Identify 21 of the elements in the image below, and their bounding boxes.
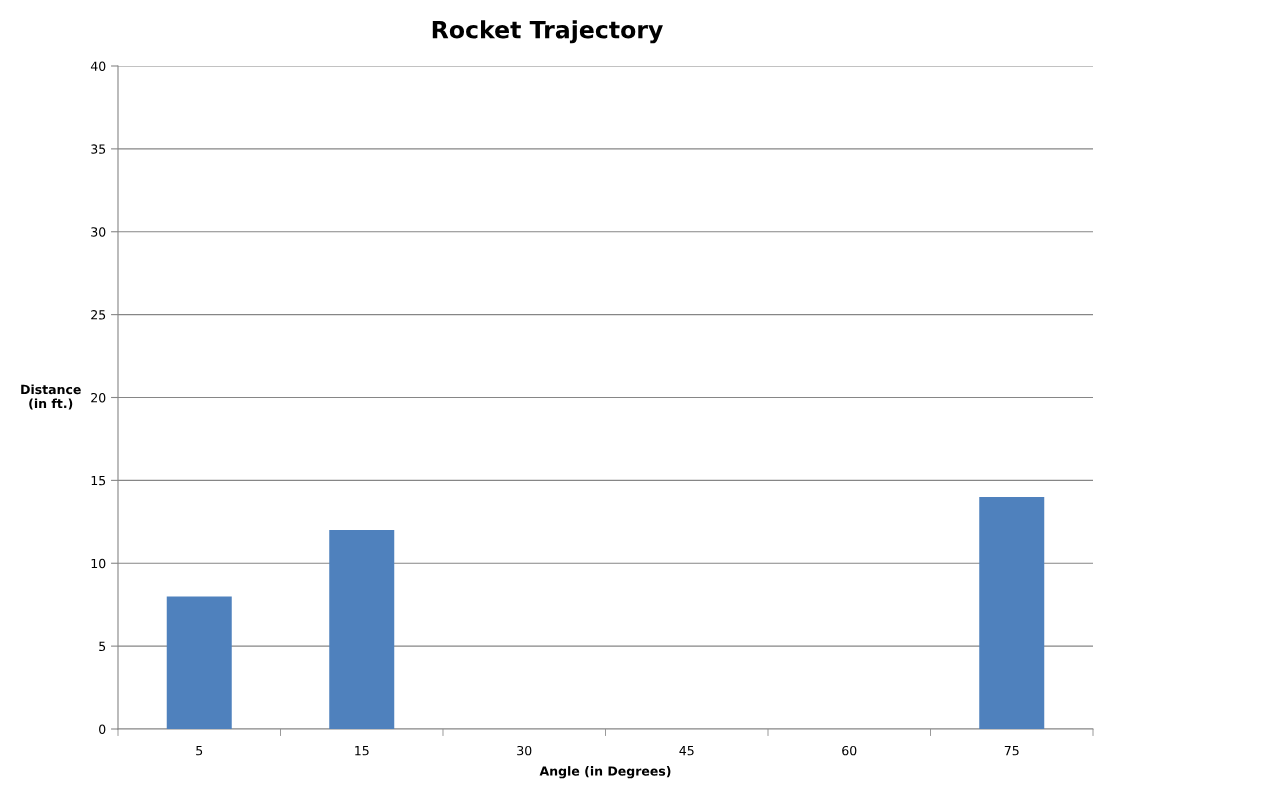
y-tick-label: 15 <box>91 476 106 486</box>
y-tick-label: 40 <box>90 61 106 71</box>
bar <box>979 496 1045 729</box>
x-tick-label: 30 <box>517 745 532 756</box>
y-tick-label: 0 <box>99 724 106 734</box>
x-tick-label: 5 <box>196 746 203 756</box>
y-tick-label: 30 <box>91 227 106 237</box>
x-tick-label: 75 <box>1004 746 1019 756</box>
y-tick-label: 20 <box>91 392 106 403</box>
x-tick-label: 15 <box>355 746 369 756</box>
x-axis-title: Angle (in Degrees) <box>539 766 671 779</box>
y-tick-label: 25 <box>91 310 106 320</box>
bar <box>329 530 395 729</box>
bar <box>166 596 232 729</box>
chart-title: Rocket Trajectory <box>432 20 663 44</box>
y-tick-label: 35 <box>91 144 106 154</box>
x-tick-label: 60 <box>842 745 857 756</box>
y-tick-label: 10 <box>91 558 106 569</box>
y-axis-title: Distance (in ft.) <box>21 384 81 410</box>
y-tick-label: 5 <box>99 641 106 652</box>
x-tick-label: 45 <box>679 746 694 756</box>
